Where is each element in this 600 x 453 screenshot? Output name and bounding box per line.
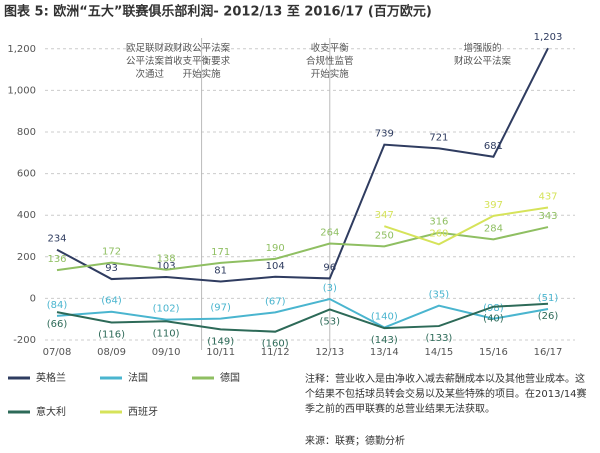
data-label: 93 — [105, 263, 118, 274]
annotation-line-text: 次通过 — [135, 68, 164, 80]
chart-title: 图表 5: 欧洲“五大”联赛俱乐部利润- 2012/13 至 2016/17 (… — [4, 4, 432, 20]
data-label: (66) — [47, 319, 68, 330]
annotation-line-text: 财政公平法案 — [454, 55, 512, 67]
y-tick-label: 200 — [17, 252, 36, 263]
data-label: (3) — [323, 283, 337, 294]
annotation-line-text: 收支平衡要求 — [173, 55, 231, 67]
data-label: 316 — [429, 217, 448, 228]
x-tick-label: 13/14 — [370, 347, 399, 358]
series-line — [56, 47, 549, 283]
annotation-line-text: 合规性监管 — [306, 55, 354, 67]
series-line — [384, 206, 549, 246]
data-label: 104 — [266, 261, 285, 272]
legend-label: 德国 — [220, 371, 240, 384]
y-tick-label: -200 — [13, 335, 36, 346]
data-label: (143) — [371, 335, 398, 346]
series-line — [56, 297, 549, 329]
data-label: (140) — [371, 312, 398, 323]
source: 来源：联赛；德勤分析 — [305, 436, 405, 447]
annotation: 收支平衡合规性监管开始实施 — [306, 42, 354, 80]
annotation: 增强版的财政公平法案 — [454, 42, 512, 67]
data-label: (64) — [101, 296, 122, 307]
y-tick-label: 400 — [17, 210, 36, 221]
data-label: 138 — [157, 254, 176, 265]
data-label: (98) — [483, 303, 504, 314]
annotation-line-text: 财政公平法案 — [173, 42, 231, 54]
data-label: 250 — [375, 230, 394, 241]
data-label: (116) — [98, 330, 125, 341]
data-label: (35) — [429, 290, 450, 301]
y-tick-label: 800 — [17, 127, 36, 138]
annotation-line-text: 开始实施 — [183, 68, 222, 80]
data-label: (84) — [47, 300, 68, 311]
data-label: (67) — [265, 296, 286, 307]
data-label: 739 — [375, 129, 394, 140]
data-label: (40) — [483, 314, 504, 325]
data-label: (51) — [538, 293, 559, 304]
x-tick-label: 12/13 — [315, 347, 344, 358]
series-line — [56, 302, 549, 333]
legend-label: 意大利 — [36, 405, 66, 418]
data-label: 172 — [102, 247, 121, 258]
x-tick-label: 15/16 — [479, 347, 508, 358]
data-label: 437 — [538, 192, 557, 203]
data-label: 681 — [484, 141, 503, 152]
data-label: 1,203 — [534, 32, 563, 43]
x-tick-label: 09/10 — [152, 347, 181, 358]
data-label: (26) — [538, 311, 559, 322]
legend-label: 法国 — [128, 371, 148, 384]
y-tick-label: 1,200 — [7, 44, 36, 55]
data-label: 721 — [429, 132, 448, 143]
y-tick-label: 600 — [17, 169, 36, 180]
data-label: 103 — [157, 261, 176, 272]
data-label: (160) — [262, 339, 289, 350]
annotation: 欧足联财政公平法案首次通过 — [126, 42, 174, 80]
series-line — [56, 226, 549, 272]
data-label: 171 — [211, 247, 230, 258]
data-label: 260 — [429, 228, 448, 239]
x-tick-label: 10/11 — [206, 347, 235, 358]
data-label: 136 — [47, 254, 66, 265]
data-label: 96 — [323, 262, 336, 273]
annotation-line-text: 开始实施 — [311, 68, 350, 80]
x-tick-label: 16/17 — [534, 347, 563, 358]
x-tick-label: 07/08 — [43, 347, 72, 358]
data-label: (149) — [207, 336, 234, 347]
data-label: (97) — [210, 303, 231, 314]
data-label: (110) — [153, 328, 180, 339]
data-label: 264 — [320, 227, 339, 238]
data-label: 81 — [214, 266, 227, 277]
y-tick-label: 1,000 — [7, 85, 36, 96]
data-label: (102) — [153, 304, 180, 315]
data-label: 347 — [375, 210, 394, 221]
annotation-line-text: 公平法案首 — [126, 55, 174, 67]
data-label: 397 — [484, 200, 503, 211]
data-label: 190 — [266, 243, 285, 254]
data-label: (53) — [320, 316, 341, 327]
x-tick-label: 08/09 — [97, 347, 126, 358]
annotation: 财政公平法案收支平衡要求开始实施 — [173, 42, 231, 80]
legend-label: 西班牙 — [128, 406, 158, 418]
note: 注释：营业收入是由净收入减去薪酬成本以及其他营业成本。这个结果不包括球员转会交易… — [305, 374, 587, 415]
legend-label: 英格兰 — [36, 371, 66, 384]
data-label: (133) — [425, 333, 452, 344]
data-label: 343 — [538, 211, 557, 222]
x-tick-label: 11/12 — [261, 347, 290, 358]
data-label: 234 — [47, 234, 66, 245]
annotation-line-text: 增强版的 — [464, 42, 502, 54]
annotation-line-text: 欧足联财政 — [126, 42, 174, 54]
data-label: 284 — [484, 223, 503, 234]
y-tick-label: 0 — [30, 293, 36, 304]
annotation-line-text: 收支平衡 — [311, 42, 350, 54]
x-tick-label: 14/15 — [424, 347, 453, 358]
